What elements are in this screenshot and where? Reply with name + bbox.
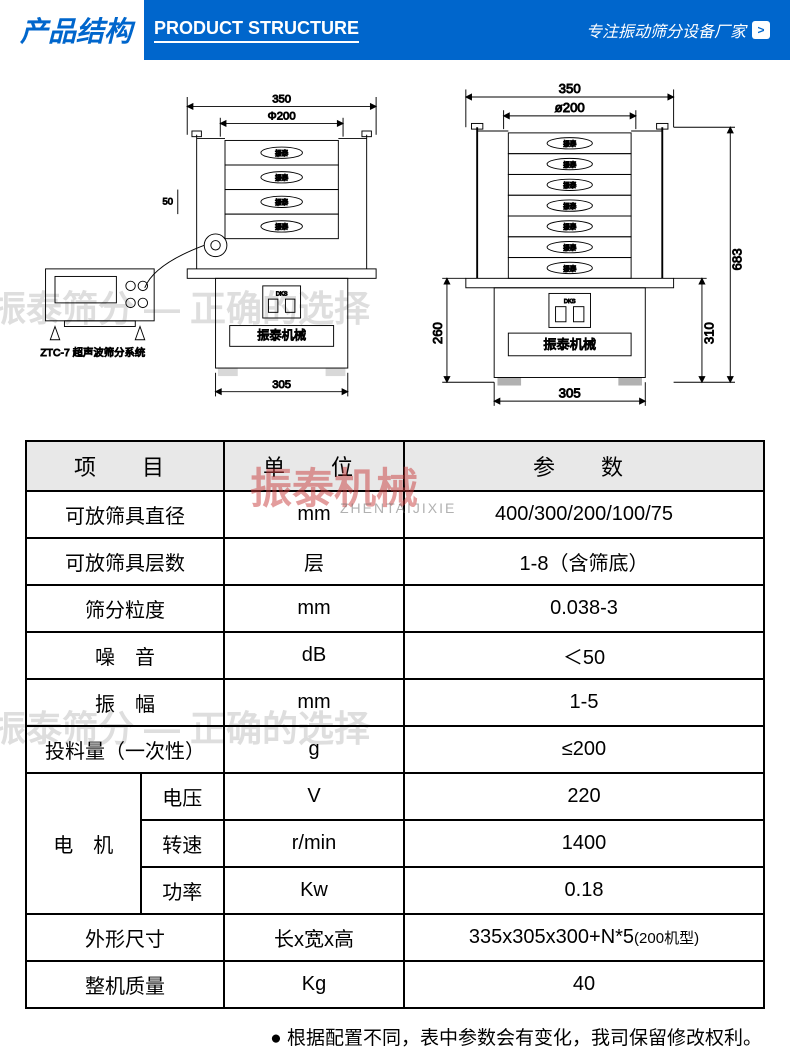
cell-item: 可放筛具层数 (26, 538, 224, 585)
svg-text:305: 305 (559, 385, 581, 400)
spec-table: 项 目 单 位 参 数 可放筛具直径mm400/300/200/100/75可放… (25, 440, 765, 1009)
cell-param: 220 (404, 773, 764, 820)
svg-text:振泰机械: 振泰机械 (257, 328, 306, 343)
header-title-cn: 产品结构 (0, 0, 144, 60)
cell-item: 筛分粒度 (26, 585, 224, 632)
svg-text:ø200: ø200 (555, 100, 585, 115)
cell-unit: g (224, 726, 404, 773)
chevron-right-icon: > (752, 21, 770, 39)
cell-item: 可放筛具直径 (26, 491, 224, 538)
cell-item: 振 幅 (26, 679, 224, 726)
table-row: 筛分粒度mm0.038-3 (26, 585, 764, 632)
svg-text:振泰: 振泰 (275, 149, 289, 158)
svg-text:DKS: DKS (564, 299, 576, 305)
svg-text:振泰: 振泰 (275, 198, 289, 207)
table-row: 投料量（一次性）g≤200 (26, 726, 764, 773)
table-row: 振 幅mm1-5 (26, 679, 764, 726)
cell-param: 335x305x300+N*5(200机型) (404, 914, 764, 961)
svg-text:350: 350 (559, 81, 581, 96)
table-header-row: 项 目 单 位 参 数 (26, 441, 764, 491)
footnote: 根据配置不同，表中参数会有变化，我司保留修改权利。 (0, 1009, 790, 1050)
th-unit: 单 位 (224, 441, 404, 491)
cell-param: ＜50 (404, 632, 764, 679)
svg-text:260: 260 (430, 322, 445, 344)
cell-unit: mm (224, 491, 404, 538)
cell-unit: V (224, 773, 404, 820)
cell-motor-group: 电 机 (26, 773, 141, 914)
svg-text:振泰机械: 振泰机械 (543, 337, 596, 352)
table-row: 整机质量Kg40 (26, 961, 764, 1008)
right-machine-drawing: 350 ø200 振泰振泰振泰振泰振泰振泰振泰 (430, 81, 744, 406)
table-row: 可放筛具层数层1-8（含筛底） (26, 538, 764, 585)
svg-text:振泰: 振泰 (275, 222, 289, 231)
cell-param: 1400 (404, 820, 764, 867)
cell-item: 转速 (141, 820, 224, 867)
left-machine-drawing: 350 Φ200 振泰 振泰 振泰 振泰 (40, 94, 376, 397)
svg-text:振泰: 振泰 (563, 139, 577, 148)
svg-text:振泰: 振泰 (563, 160, 577, 169)
cell-item: 电压 (141, 773, 224, 820)
cell-item: 投料量（一次性） (26, 726, 224, 773)
diagram-area: 350 Φ200 振泰 振泰 振泰 振泰 (0, 60, 790, 440)
cell-item: 功率 (141, 867, 224, 914)
svg-text:310: 310 (701, 322, 716, 344)
th-param: 参 数 (404, 441, 764, 491)
table-row: 可放筛具直径mm400/300/200/100/75 (26, 491, 764, 538)
svg-text:50: 50 (163, 197, 174, 208)
svg-text:振泰: 振泰 (563, 201, 577, 210)
cell-unit: r/min (224, 820, 404, 867)
cell-unit: dB (224, 632, 404, 679)
header-title-en: PRODUCT STRUCTURE (154, 18, 359, 43)
cell-unit: Kg (224, 961, 404, 1008)
svg-text:振泰: 振泰 (563, 181, 577, 190)
cell-unit: mm (224, 585, 404, 632)
table-row: 外形尺寸长x宽x高335x305x300+N*5(200机型) (26, 914, 764, 961)
technical-drawing: 350 Φ200 振泰 振泰 振泰 振泰 (20, 80, 770, 420)
cell-param: 1-5 (404, 679, 764, 726)
cell-item: 噪 音 (26, 632, 224, 679)
header-tag-text: 专注振动筛分设备厂家 (586, 18, 746, 42)
table-row: 电 机电压V220 (26, 773, 764, 820)
svg-text:DKS: DKS (276, 291, 288, 297)
cell-param: 1-8（含筛底） (404, 538, 764, 585)
cell-unit: 层 (224, 538, 404, 585)
cell-unit: mm (224, 679, 404, 726)
svg-text:350: 350 (272, 94, 291, 106)
table-body: 可放筛具直径mm400/300/200/100/75可放筛具层数层1-8（含筛底… (26, 491, 764, 1008)
svg-text:Φ200: Φ200 (268, 111, 296, 123)
cell-item: 外形尺寸 (26, 914, 224, 961)
svg-text:振泰: 振泰 (563, 264, 577, 273)
cell-param: 0.18 (404, 867, 764, 914)
th-item: 项 目 (26, 441, 224, 491)
header-tag: 专注振动筛分设备厂家 > (586, 18, 770, 42)
cell-param: 0.038-3 (404, 585, 764, 632)
cell-unit: Kw (224, 867, 404, 914)
svg-text:振泰: 振泰 (275, 173, 289, 182)
header-bar: 产品结构 PRODUCT STRUCTURE 专注振动筛分设备厂家 > (0, 0, 790, 60)
svg-text:振泰: 振泰 (563, 243, 577, 252)
cell-unit: 长x宽x高 (224, 914, 404, 961)
cell-param: ≤200 (404, 726, 764, 773)
cell-param: 40 (404, 961, 764, 1008)
cell-param: 400/300/200/100/75 (404, 491, 764, 538)
svg-text:ZTC-7 超声波筛分系统: ZTC-7 超声波筛分系统 (40, 346, 145, 359)
cell-item: 整机质量 (26, 961, 224, 1008)
table-row: 噪 音dB＜50 (26, 632, 764, 679)
svg-text:305: 305 (272, 379, 291, 391)
svg-text:振泰: 振泰 (563, 222, 577, 231)
svg-text:683: 683 (730, 248, 745, 270)
